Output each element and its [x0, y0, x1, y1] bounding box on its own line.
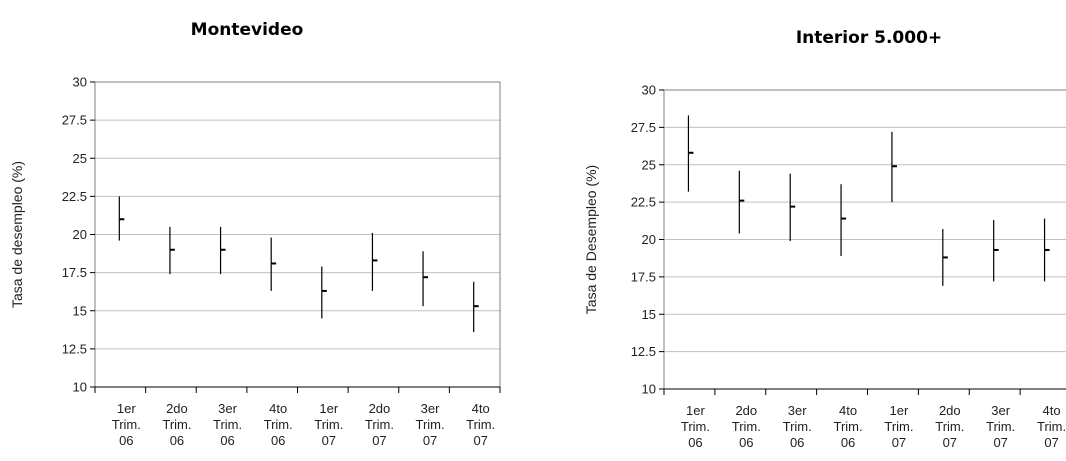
interior-category-label-line: 07: [993, 435, 1007, 450]
montevideo-category-label-line: Trim.: [416, 417, 445, 432]
montevideo-category-label-line: 07: [423, 433, 437, 448]
interior-category-label: 2do Trim. 07: [935, 403, 964, 450]
montevideo-category-label-line: 2do: [166, 401, 188, 416]
montevideo-category-label-line: Trim.: [466, 417, 495, 432]
interior-y-axis-label: Tasa de Desempleo (%): [583, 165, 599, 314]
interior-category-label-line: Trim.: [884, 419, 913, 434]
interior-category-label-line: 07: [943, 435, 957, 450]
interior-category-label-line: 1er: [686, 403, 705, 418]
montevideo-category-label-line: Trim.: [162, 417, 191, 432]
montevideo-category-label: 3er Trim. 06: [213, 401, 242, 448]
interior-category-label-line: Trim.: [986, 419, 1015, 434]
interior-category-label: 1er Trim. 06: [681, 403, 710, 450]
interior-category-label-line: 06: [688, 435, 702, 450]
montevideo-category-label-line: 3er: [421, 401, 440, 416]
montevideo-category-label: 1er Trim. 07: [314, 401, 343, 448]
montevideo-category-label: 4to Trim. 07: [466, 401, 495, 448]
montevideo-category-label-line: Trim.: [112, 417, 141, 432]
montevideo-y-tick-label: 25: [73, 151, 87, 166]
montevideo-category-label: 3er Trim. 07: [416, 401, 445, 448]
montevideo-category-label-line: 07: [372, 433, 386, 448]
interior-category-label-line: 2do: [939, 403, 961, 418]
interior-category-label: 4to Trim. 06: [834, 403, 863, 450]
montevideo-category-label-line: Trim.: [213, 417, 242, 432]
interior-category-label-line: 4to: [1043, 403, 1061, 418]
interior-category-label-line: 4to: [839, 403, 857, 418]
interior-category-label-line: 07: [1044, 435, 1058, 450]
montevideo-category-label-line: 06: [170, 433, 184, 448]
interior-y-tick-label: 15: [642, 307, 656, 322]
montevideo-category-label-line: 4to: [472, 401, 490, 416]
interior-category-label: 3er Trim. 06: [783, 403, 812, 450]
chart-montevideo-svg: Montevideo 10 12.5 15 17.5 20 22.5 25 27.5 30 Tasa…: [9, 20, 501, 448]
interior-category-label-line: Trim.: [783, 419, 812, 434]
interior-y-tick-label: 20: [642, 232, 656, 247]
montevideo-y-tick-label: 15: [73, 303, 87, 318]
interior-category-label: 2do Trim. 06: [732, 403, 761, 450]
interior-category-label-line: 07: [892, 435, 906, 450]
interior-category-label-line: 06: [739, 435, 753, 450]
interior-y-tick-label: 17.5: [631, 269, 656, 284]
interior-y-tick-label: 27.5: [631, 120, 656, 135]
montevideo-y-tick-label: 10: [73, 380, 87, 395]
montevideo-category-label-line: 07: [322, 433, 336, 448]
interior-y-tick-label: 30: [642, 83, 656, 98]
montevideo-title: Montevideo: [191, 20, 304, 40]
montevideo-category-label-line: 3er: [218, 401, 237, 416]
montevideo-category-label-line: Trim.: [314, 417, 343, 432]
interior-category-label-line: 06: [841, 435, 855, 450]
interior-y-tick-label: 22.5: [631, 195, 656, 210]
montevideo-y-axis-label: Tasa de desempleo (%): [9, 161, 25, 308]
interior-y-tick-label: 12.5: [631, 344, 656, 359]
interior-y-tick-label: 10: [642, 382, 656, 397]
interior-category-label-line: 06: [790, 435, 804, 450]
interior-category-label-line: Trim.: [732, 419, 761, 434]
chart-montevideo: Montevideo 10 12.5 15 17.5 20 22.5 25 27.5 30 Tasa…: [9, 20, 501, 448]
interior-category-label: 3er Trim. 07: [986, 403, 1015, 450]
montevideo-category-label: 2do Trim. 06: [162, 401, 191, 448]
montevideo-category-label-line: 06: [271, 433, 285, 448]
interior-category-label-line: Trim.: [1037, 419, 1066, 434]
interior-category-label-line: Trim.: [834, 419, 863, 434]
montevideo-category-label-line: 1er: [319, 401, 338, 416]
interior-category-label-line: 1er: [890, 403, 909, 418]
interior-category-label-line: 3er: [788, 403, 807, 418]
montevideo-category-label-line: Trim.: [365, 417, 394, 432]
montevideo-category-label-line: 06: [220, 433, 234, 448]
montevideo-category-label-line: 1er: [117, 401, 136, 416]
montevideo-category-label: 4to Trim. 06: [264, 401, 293, 448]
montevideo-category-label-line: 06: [119, 433, 133, 448]
chart-interior-svg: Interior 5.000+ 10 12.5 15 17.5 20 22.5 25 27.5 3…: [583, 28, 1066, 450]
interior-category-label-line: Trim.: [681, 419, 710, 434]
interior-category-label: 1er Trim. 07: [884, 403, 913, 450]
montevideo-category-label: 2do Trim. 07: [365, 401, 394, 448]
interior-y-tick-label: 25: [642, 157, 656, 172]
interior-category-label: 4to Trim. 07: [1037, 403, 1066, 450]
montevideo-y-tick-label: 30: [73, 75, 87, 90]
montevideo-y-tick-label: 12.5: [62, 341, 87, 356]
montevideo-category-label-line: 2do: [369, 401, 391, 416]
montevideo-category-label-line: 4to: [269, 401, 287, 416]
interior-category-label-line: 3er: [991, 403, 1010, 418]
montevideo-category-label-line: 07: [473, 433, 487, 448]
montevideo-y-tick-label: 17.5: [62, 265, 87, 280]
interior-category-label-line: Trim.: [935, 419, 964, 434]
interior-title: Interior 5.000+: [796, 28, 942, 48]
montevideo-y-tick-label: 27.5: [62, 113, 87, 128]
chart-interior: Interior 5.000+ 10 12.5 15 17.5 20 22.5 25 27.5 3…: [533, 0, 1066, 461]
montevideo-category-label-line: Trim.: [264, 417, 293, 432]
montevideo-category-label: 1er Trim. 06: [112, 401, 141, 448]
montevideo-y-tick-label: 20: [73, 227, 87, 242]
montevideo-y-tick-label: 22.5: [62, 189, 87, 204]
interior-category-label-line: 2do: [735, 403, 757, 418]
